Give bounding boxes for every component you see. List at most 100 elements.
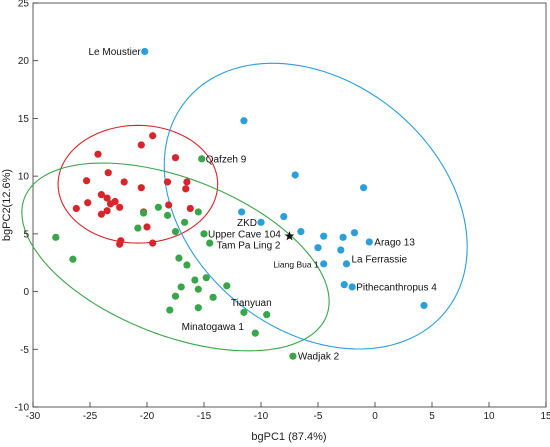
point-label: Pithecanthropus 4 [356, 282, 437, 293]
blue-point [365, 238, 373, 246]
blue-point [238, 208, 246, 216]
red-point [94, 150, 102, 158]
green-point [223, 282, 231, 290]
blue-point [360, 184, 368, 192]
red-point [120, 178, 128, 186]
star-marker [284, 230, 295, 241]
blue-point [350, 229, 359, 237]
red-point [103, 207, 111, 215]
y-tick-label: -10 [15, 403, 30, 414]
blue-point [320, 260, 328, 268]
plot-frame [32, 2, 547, 408]
blue-point [280, 212, 288, 221]
confidence-ellipses [21, 62, 468, 352]
green-point [183, 261, 191, 269]
green-point [202, 274, 210, 282]
green-ellipse [21, 162, 330, 352]
green-point [166, 306, 174, 314]
red-point [97, 210, 105, 218]
green-point [177, 283, 185, 291]
y-axis-title: bgPC2(12.6%) [1, 169, 13, 241]
blue-point [291, 171, 299, 179]
blue-point [257, 218, 265, 226]
red-point [82, 177, 91, 185]
red-point [183, 178, 191, 186]
red-point [72, 204, 80, 213]
blue-point [348, 283, 356, 291]
red-point [143, 223, 151, 231]
blue-point [337, 246, 345, 254]
point-label: Tam Pa Ling 2 [217, 241, 281, 252]
data-points [52, 47, 428, 360]
point-label: Wadjak 2 [298, 352, 340, 363]
green-point [191, 276, 199, 284]
red-point [84, 199, 92, 207]
blue-point [342, 260, 351, 268]
point-label: Le Moustier [88, 47, 141, 58]
green-point [263, 311, 271, 319]
blue-point [141, 47, 149, 56]
y-tick-label: 25 [18, 0, 30, 10]
red-point [97, 191, 105, 199]
blue-point [420, 301, 428, 310]
point-label: Tianyuan [231, 298, 272, 309]
green-point [134, 224, 142, 232]
x-tick-label: -30 [26, 411, 41, 422]
red-point [137, 184, 145, 192]
point-label: Upper Cave 104 [208, 229, 281, 240]
x-tick-label: -15 [197, 411, 212, 422]
x-tick-label: 10 [483, 411, 495, 422]
x-tick-label: -20 [140, 411, 155, 422]
green-point [139, 209, 148, 217]
y-tick-label: 0 [23, 287, 29, 298]
green-point [181, 218, 189, 226]
point-label: Minatogawa 1 [182, 322, 245, 333]
red-point [104, 169, 112, 177]
y-tick-label: 5 [23, 229, 29, 240]
x-tick-label: 0 [372, 411, 378, 422]
red-point [186, 204, 194, 213]
green-point [240, 308, 248, 316]
red-point [149, 132, 157, 140]
green-point [206, 239, 214, 247]
blue-point [240, 117, 248, 125]
y-tick-label: -5 [20, 345, 29, 356]
blue-point [340, 281, 348, 289]
blue-point [314, 244, 322, 252]
point-label: Liang Bua 1 [273, 259, 319, 269]
point-label: Qafzeh 9 [206, 154, 247, 165]
red-point [103, 194, 111, 202]
green-point [251, 329, 259, 337]
red-point [149, 239, 157, 247]
red-point [116, 203, 124, 211]
point-label: ZKD [237, 218, 257, 229]
red-point [163, 178, 172, 186]
green-point [209, 293, 217, 301]
x-tick-label: -10 [254, 411, 269, 422]
red-point [182, 185, 190, 193]
green-point [163, 211, 172, 219]
y-tick-label: 15 [18, 114, 30, 125]
green-point [175, 254, 183, 262]
y-tick-label: 20 [18, 56, 30, 67]
red-point [106, 200, 115, 208]
point-label: La Ferrassie [352, 254, 408, 265]
red-point [116, 240, 124, 248]
green-point [200, 230, 208, 238]
y-tick-label: 10 [18, 172, 30, 183]
green-point [289, 352, 297, 360]
blue-point [297, 227, 305, 236]
green-point [52, 233, 60, 241]
red-point [137, 141, 145, 149]
red-point [165, 201, 173, 209]
blue-ellipse [163, 62, 468, 350]
green-point [69, 255, 77, 263]
y-axis-ticks: -10 -5 0 5 10 15 20 25 [15, 0, 38, 414]
green-point [154, 203, 162, 211]
point-label: Arago 13 [374, 237, 415, 248]
green-point [198, 155, 206, 163]
x-axis-title: bgPC1 (87.4%) [251, 431, 326, 443]
blue-point [320, 232, 328, 240]
